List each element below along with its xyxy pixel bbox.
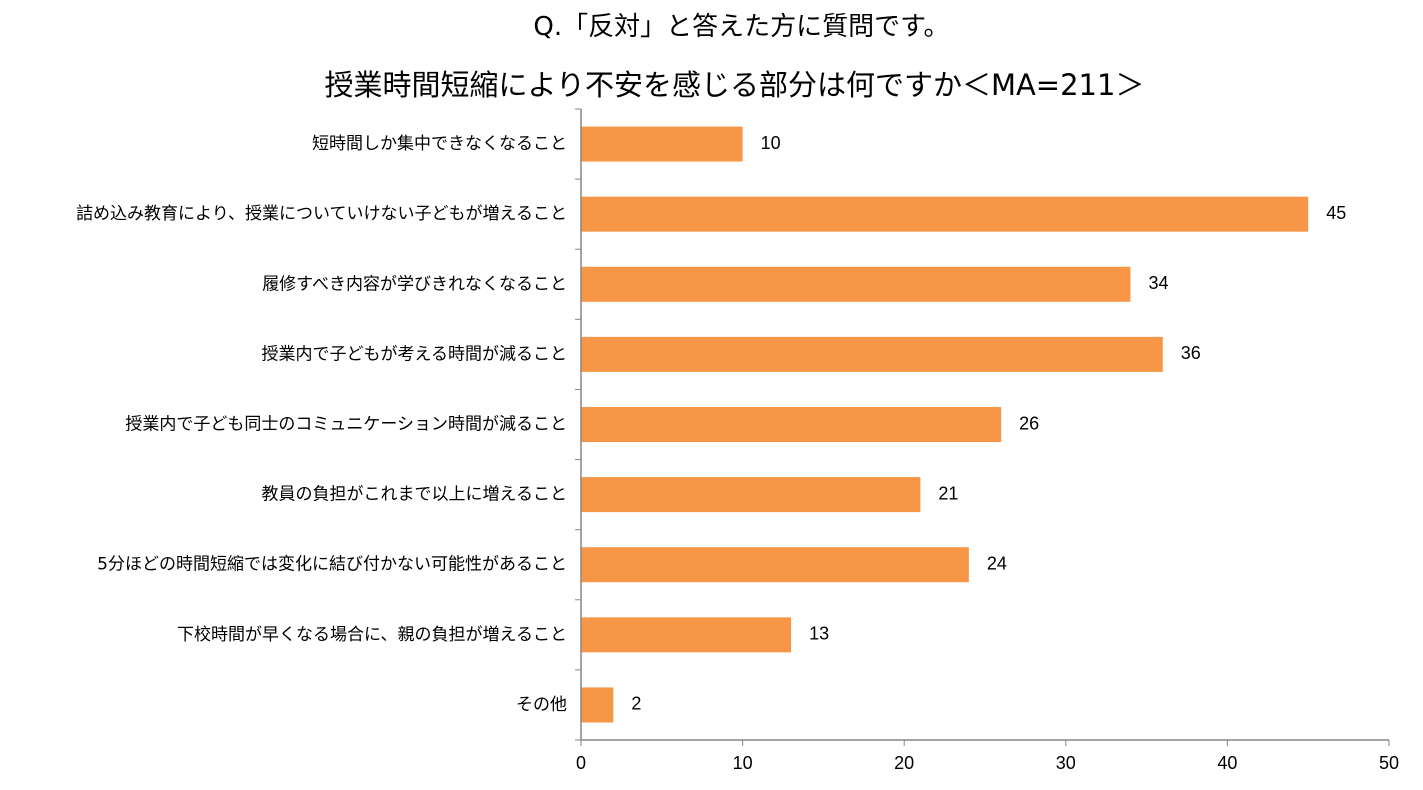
chart-subtitle: 授業時間短縮により不安を感じる部分は何ですか＜MA=211＞	[324, 68, 1145, 102]
category-label: その他	[516, 695, 567, 715]
category-label: 5分ほどの時間短縮では変化に結び付かない可能性があること	[97, 555, 567, 575]
category-label: 下校時間が早くなる場合に、親の負担が増えること	[177, 625, 567, 645]
bars-group: 10 45 34 36 26 21 24 13 2	[581, 126, 1346, 723]
data-label: 45	[1326, 203, 1346, 223]
data-label: 21	[938, 483, 958, 503]
data-label: 13	[809, 624, 829, 644]
x-tick-label: 50	[1379, 753, 1399, 773]
x-tick-label: 0	[576, 753, 586, 773]
bar	[581, 617, 792, 653]
data-label: 26	[1019, 413, 1039, 433]
category-label: 詰め込み教育により、授業についていけない子どもが増えること	[76, 204, 567, 224]
chart-title: Q.「反対」と答えた方に質問です。	[533, 12, 950, 42]
data-label: 36	[1181, 343, 1201, 363]
data-label: 24	[987, 553, 1007, 573]
category-label: 授業内で子どもが考える時間が減ること	[262, 344, 568, 364]
x-tick-label: 40	[1217, 753, 1237, 773]
bar	[581, 407, 1002, 442]
data-label: 10	[761, 133, 781, 153]
bar	[581, 196, 1309, 232]
bar	[581, 126, 743, 162]
category-label: 短時間しか集中できなくなること	[312, 134, 567, 154]
data-label: 34	[1148, 273, 1168, 293]
bar	[581, 687, 614, 723]
x-tick-label: 30	[1056, 753, 1076, 773]
bar	[581, 336, 1163, 372]
bar	[581, 547, 969, 583]
category-label: 授業内で子ども同士のコミュニケーション時間が減ること	[125, 415, 567, 435]
x-tick-label: 20	[894, 753, 914, 773]
bar	[581, 477, 921, 513]
axes-group: 短時間しか集中できなくなること詰め込み教育により、授業についていけない子どもが増…	[76, 108, 1399, 773]
category-label: 履修すべき内容が学びきれなくなること	[262, 274, 567, 294]
bar	[581, 266, 1131, 302]
x-tick-label: 10	[733, 753, 753, 773]
data-label: 2	[631, 694, 641, 714]
category-label: 教員の負担がこれまで以上に増えること	[262, 485, 568, 505]
